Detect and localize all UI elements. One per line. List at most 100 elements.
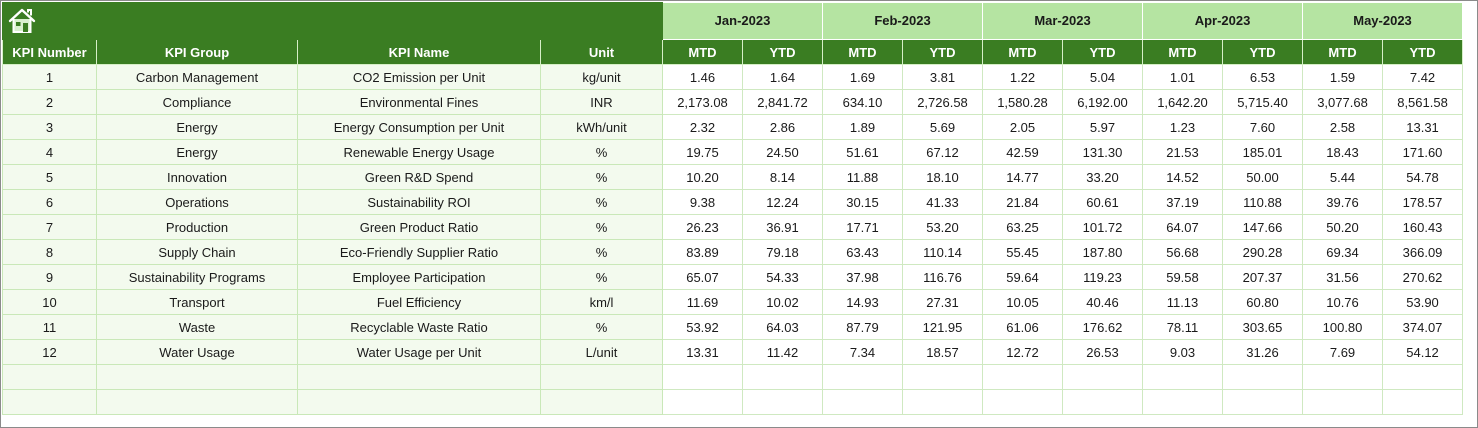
cell-mtd-value[interactable]: 26.23 — [662, 214, 743, 240]
empty-cell[interactable] — [1382, 364, 1464, 390]
cell-mtd-value[interactable]: 1.89 — [822, 114, 903, 140]
cell-ytd-value[interactable]: 121.95 — [902, 314, 983, 340]
cell-mtd-value[interactable]: 30.15 — [822, 189, 903, 215]
cell-kpi-group[interactable]: Water Usage — [96, 339, 298, 365]
empty-cell[interactable] — [902, 389, 983, 415]
cell-ytd-value[interactable]: 54.78 — [1382, 164, 1464, 190]
cell-ytd-value[interactable]: 8,561.58 — [1382, 89, 1464, 115]
cell-kpi-name[interactable]: Environmental Fines — [297, 89, 541, 115]
cell-ytd-value[interactable]: 54.33 — [742, 264, 823, 290]
cell-unit[interactable]: % — [540, 164, 663, 190]
empty-cell[interactable] — [662, 364, 743, 390]
empty-cell[interactable] — [297, 389, 541, 415]
cell-ytd-value[interactable]: 10.02 — [742, 289, 823, 315]
cell-kpi-group[interactable]: Carbon Management — [96, 64, 298, 90]
cell-kpi-number[interactable]: 12 — [2, 339, 97, 365]
cell-ytd-value[interactable]: 176.62 — [1062, 314, 1143, 340]
empty-cell[interactable] — [662, 389, 743, 415]
cell-kpi-name[interactable]: Sustainability ROI — [297, 189, 541, 215]
cell-mtd-value[interactable]: 64.07 — [1142, 214, 1223, 240]
cell-kpi-name[interactable]: Water Usage per Unit — [297, 339, 541, 365]
cell-ytd-value[interactable]: 2.86 — [742, 114, 823, 140]
cell-kpi-number[interactable]: 5 — [2, 164, 97, 190]
cell-kpi-group[interactable]: Production — [96, 214, 298, 240]
cell-kpi-name[interactable]: Recyclable Waste Ratio — [297, 314, 541, 340]
empty-cell[interactable] — [96, 389, 298, 415]
cell-ytd-value[interactable]: 6,192.00 — [1062, 89, 1143, 115]
cell-ytd-value[interactable]: 5.69 — [902, 114, 983, 140]
cell-unit[interactable]: % — [540, 264, 663, 290]
cell-ytd-value[interactable]: 27.31 — [902, 289, 983, 315]
cell-mtd-value[interactable]: 61.06 — [982, 314, 1063, 340]
cell-ytd-value[interactable]: 116.76 — [902, 264, 983, 290]
cell-mtd-value[interactable]: 19.75 — [662, 139, 743, 165]
cell-kpi-number[interactable]: 6 — [2, 189, 97, 215]
cell-mtd-value[interactable]: 2,173.08 — [662, 89, 743, 115]
cell-ytd-value[interactable]: 26.53 — [1062, 339, 1143, 365]
empty-cell[interactable] — [1302, 364, 1384, 390]
cell-mtd-value[interactable]: 21.84 — [982, 189, 1063, 215]
cell-ytd-value[interactable]: 1.64 — [742, 64, 823, 90]
empty-cell[interactable] — [1142, 364, 1223, 390]
cell-unit[interactable]: % — [540, 189, 663, 215]
cell-mtd-value[interactable]: 2.32 — [662, 114, 743, 140]
empty-cell[interactable] — [902, 364, 983, 390]
cell-ytd-value[interactable]: 119.23 — [1062, 264, 1143, 290]
cell-mtd-value[interactable]: 87.79 — [822, 314, 903, 340]
home-icon[interactable] — [7, 6, 37, 36]
cell-ytd-value[interactable]: 8.14 — [742, 164, 823, 190]
cell-kpi-name[interactable]: CO2 Emission per Unit — [297, 64, 541, 90]
cell-mtd-value[interactable]: 37.19 — [1142, 189, 1223, 215]
cell-mtd-value[interactable]: 51.61 — [822, 139, 903, 165]
cell-ytd-value[interactable]: 110.14 — [902, 239, 983, 265]
cell-ytd-value[interactable]: 5.97 — [1062, 114, 1143, 140]
cell-mtd-value[interactable]: 1.46 — [662, 64, 743, 90]
cell-kpi-number[interactable]: 2 — [2, 89, 97, 115]
cell-kpi-name[interactable]: Fuel Efficiency — [297, 289, 541, 315]
cell-mtd-value[interactable]: 21.53 — [1142, 139, 1223, 165]
empty-cell[interactable] — [982, 364, 1063, 390]
cell-mtd-value[interactable]: 14.52 — [1142, 164, 1223, 190]
cell-mtd-value[interactable]: 9.03 — [1142, 339, 1223, 365]
cell-ytd-value[interactable]: 366.09 — [1382, 239, 1464, 265]
cell-mtd-value[interactable]: 83.89 — [662, 239, 743, 265]
cell-kpi-group[interactable]: Supply Chain — [96, 239, 298, 265]
cell-mtd-value[interactable]: 13.31 — [662, 339, 743, 365]
cell-mtd-value[interactable]: 1.69 — [822, 64, 903, 90]
cell-ytd-value[interactable]: 31.26 — [1221, 339, 1304, 365]
cell-mtd-value[interactable]: 55.45 — [982, 239, 1063, 265]
cell-unit[interactable]: kWh/unit — [540, 114, 663, 140]
cell-ytd-value[interactable]: 2,726.58 — [902, 89, 983, 115]
cell-ytd-value[interactable]: 178.57 — [1382, 189, 1464, 215]
cell-kpi-group[interactable]: Sustainability Programs — [96, 264, 298, 290]
cell-ytd-value[interactable]: 33.20 — [1062, 164, 1143, 190]
empty-cell[interactable] — [1221, 389, 1304, 415]
cell-mtd-value[interactable]: 1.01 — [1142, 64, 1223, 90]
cell-kpi-number[interactable]: 8 — [2, 239, 97, 265]
cell-kpi-name[interactable]: Energy Consumption per Unit — [297, 114, 541, 140]
cell-ytd-value[interactable]: 24.50 — [742, 139, 823, 165]
cell-mtd-value[interactable]: 1,642.20 — [1142, 89, 1223, 115]
cell-ytd-value[interactable]: 53.20 — [902, 214, 983, 240]
empty-cell[interactable] — [1062, 364, 1143, 390]
cell-ytd-value[interactable]: 60.61 — [1062, 189, 1143, 215]
empty-cell[interactable] — [1142, 389, 1223, 415]
empty-cell[interactable] — [982, 389, 1063, 415]
empty-cell[interactable] — [540, 389, 663, 415]
empty-cell[interactable] — [540, 364, 663, 390]
cell-mtd-value[interactable]: 2.05 — [982, 114, 1063, 140]
cell-mtd-value[interactable]: 17.71 — [822, 214, 903, 240]
empty-cell[interactable] — [1382, 389, 1464, 415]
cell-ytd-value[interactable]: 171.60 — [1382, 139, 1464, 165]
cell-unit[interactable]: % — [540, 314, 663, 340]
cell-mtd-value[interactable]: 10.20 — [662, 164, 743, 190]
cell-mtd-value[interactable]: 11.13 — [1142, 289, 1223, 315]
cell-mtd-value[interactable]: 69.34 — [1302, 239, 1384, 265]
empty-cell[interactable] — [1302, 389, 1384, 415]
cell-mtd-value[interactable]: 14.77 — [982, 164, 1063, 190]
cell-ytd-value[interactable]: 5,715.40 — [1221, 89, 1304, 115]
cell-ytd-value[interactable]: 40.46 — [1062, 289, 1143, 315]
cell-unit[interactable]: % — [540, 214, 663, 240]
cell-kpi-group[interactable]: Innovation — [96, 164, 298, 190]
cell-ytd-value[interactable]: 54.12 — [1382, 339, 1464, 365]
